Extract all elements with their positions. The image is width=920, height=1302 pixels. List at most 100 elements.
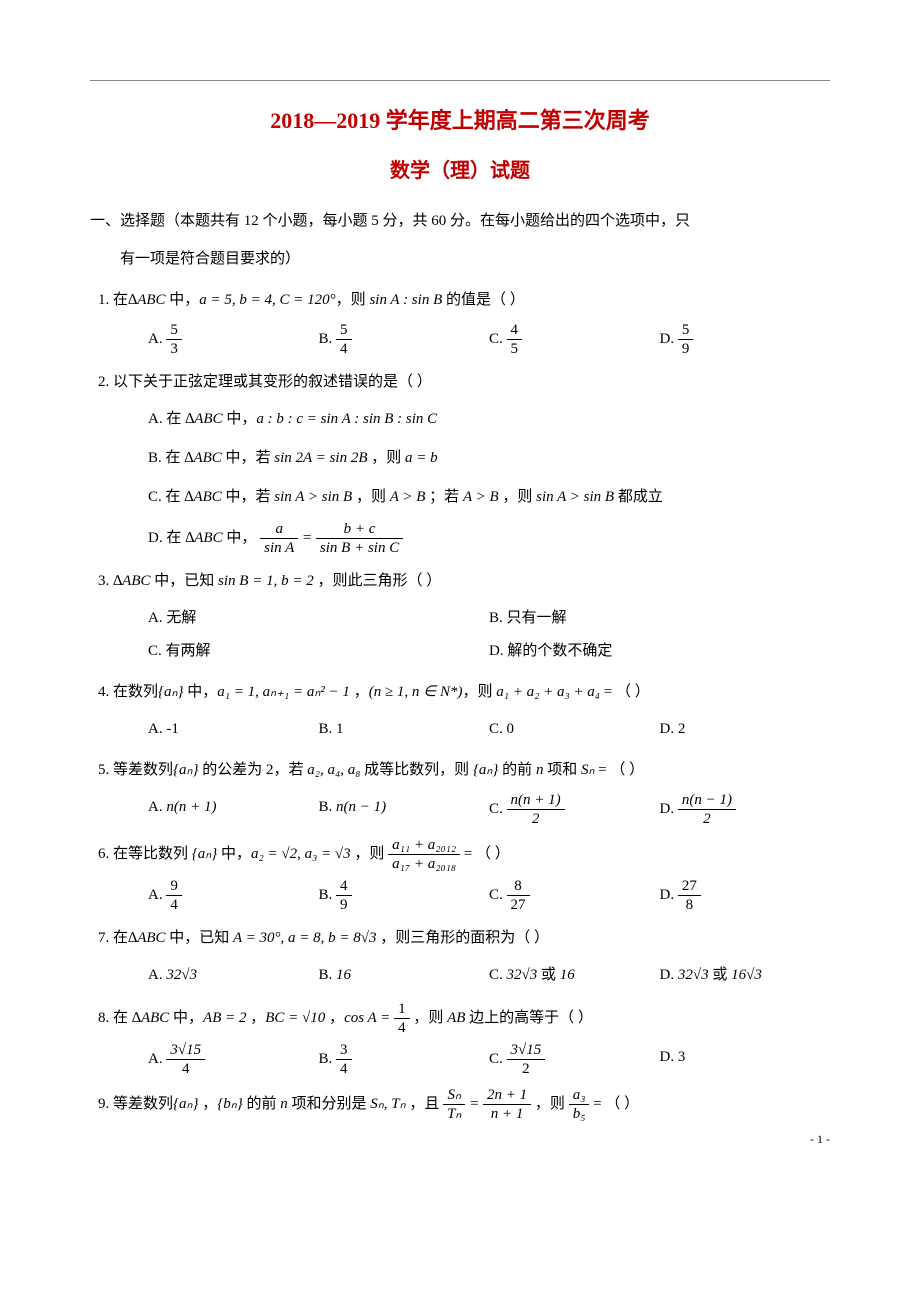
q5-a-expr: n(n + 1) (166, 799, 216, 815)
q5-choice-a: A. n(n + 1) (148, 791, 319, 828)
q3-choices-row2: C. 有两解 D. 解的个数不确定 (148, 635, 830, 668)
q2-c-mid2: ，则 (352, 489, 390, 505)
question-8: 8. 在 ∆ABC 中，AB = 2 ，BC = √10 ，cos A = 14… (90, 1000, 830, 1078)
q4-choices: A. -1 B. 1 C. 0 D. 2 (148, 713, 830, 746)
q5-c-num: n(n + 1) (507, 791, 565, 810)
q6-d-den: 8 (678, 896, 701, 914)
q8-cospre: cos A = (344, 1010, 394, 1026)
q5-set: {aₙ} (173, 762, 198, 778)
q7-choice-d: D. 32√3 或 16√3 (660, 959, 831, 992)
q2-c-mid4: ，则 (499, 489, 537, 505)
q8-ab2: AB (447, 1010, 465, 1026)
q9-n: n (280, 1096, 288, 1112)
q7-eq: A = 30°, a = 8, b = 8√3 (233, 930, 377, 946)
q2-b-eq1: sin 2A = sin 2B (274, 450, 367, 466)
q8-pre: 8. 在 (98, 1010, 132, 1026)
q5-choices: A. n(n + 1) B. n(n − 1) C. n(n + 1)2 D. … (148, 791, 830, 828)
q7-d-expr1: 32√3 (678, 967, 709, 983)
q1-stem: 1. 在∆ABC 中，a = 5, b = 4, C = 120°，则 sin … (98, 284, 830, 317)
q5-mid2: 成等比数列，则 (360, 762, 473, 778)
q2-d-mid: 中， (223, 530, 257, 546)
page-number: - 1 - (810, 1129, 830, 1151)
q6-stem: 6. 在等比数列 {aₙ} 中，a₂ = √2, a₃ = √3 ，则 a₁₁ … (98, 836, 830, 873)
q4-mid2: ， (350, 684, 369, 700)
sub-title: 数学（理）试题 (90, 153, 830, 189)
q2-d-lden: sin A (260, 539, 298, 557)
q5-c-den: 2 (507, 810, 565, 828)
q9-an: {aₙ} (173, 1096, 198, 1112)
q6-a-label: A. (148, 887, 163, 903)
q5-b-label: B. (319, 799, 333, 815)
q5-choice-b: B. n(n − 1) (319, 791, 490, 828)
q7-b-expr: 16 (336, 967, 351, 983)
q7-stem: 7. 在∆ABC 中，已知 A = 30°, a = 8, b = 8√3 ，则… (98, 922, 830, 955)
main-title: 2018—2019 学年度上期高二第三次周考 (90, 101, 830, 141)
q9-f2num: 2n + 1 (483, 1086, 531, 1105)
q8-a-den: 4 (166, 1060, 205, 1078)
q9-st: Sₙ, Tₙ (370, 1096, 405, 1112)
q9-f1den: Tₙ (443, 1105, 465, 1123)
q5-post: = （ ） (594, 762, 644, 778)
q5-pre: 5. 等差数列 (98, 762, 173, 778)
q5-b-expr: n(n − 1) (336, 799, 386, 815)
q5-sn: Sₙ (581, 762, 594, 778)
q1-a-label: A. (148, 331, 163, 347)
q9-bn: {bₙ} (217, 1096, 242, 1112)
q7-choice-c: C. 32√3 或 16 (489, 959, 660, 992)
q2-a-pre: A. 在 (148, 411, 185, 427)
q2-b-mid2: ，则 (367, 450, 405, 466)
section-header: 一、选择题（本题共有 12 个小题，每小题 5 分，共 60 分。在每小题给出的… (90, 207, 830, 236)
q5-stem: 5. 等差数列{aₙ} 的公差为 2，若 a₂, a₄, a₈ 成等比数列，则 … (98, 754, 830, 787)
q6-fden: a₁₇ + a₂₀₁₈ (388, 855, 460, 873)
q2-c-mid: 中，若 (222, 489, 275, 505)
q1-choice-c: C. 45 (489, 321, 660, 358)
q6-a-den: 4 (166, 896, 182, 914)
question-2: 2. 以下关于正弦定理或其变形的叙述错误的是（ ） A. 在 ∆ABC 中，a … (90, 366, 830, 557)
q7-c-expr2: 16 (560, 967, 575, 983)
q6-mid2: ，则 (351, 846, 389, 862)
q6-mid1: 中， (217, 846, 251, 862)
q3-post: ，则此三角形（ ） (314, 573, 442, 589)
q2-c-eq4: sin A > sin B (536, 489, 614, 505)
q2-choices: A. 在 ∆ABC 中，a : b : c = sin A : sin B : … (90, 403, 830, 557)
q1-mid2: ，则 (336, 292, 370, 308)
q7-choices: A. 32√3 B. 16 C. 32√3 或 16 D. 32√3 或 16√… (148, 959, 830, 992)
question-5: 5. 等差数列{aₙ} 的公差为 2，若 a₂, a₄, a₈ 成等比数列，则 … (90, 754, 830, 828)
q4-stem: 4. 在数列{aₙ} 中，a₁ = 1, aₙ₊₁ = aₙ² − 1 ，(n … (98, 676, 830, 709)
q1-pre: 1. 在 (98, 292, 128, 308)
q2-choice-a: A. 在 ∆ABC 中，a : b : c = sin A : sin B : … (148, 403, 830, 436)
section-header-cont: 有一项是符合题目要求的） (90, 245, 830, 274)
q1-d-den: 9 (678, 340, 694, 358)
q3-pre: 3. (98, 573, 113, 589)
q9-f3num: a₃ (569, 1086, 590, 1105)
q3-abc: ∆ABC (113, 573, 151, 589)
q9-post: = （ ） (593, 1096, 639, 1112)
q2-d-lnum: a (260, 520, 298, 539)
q5-mid3: 的前 (498, 762, 536, 778)
q7-d-expr2: 16√3 (731, 967, 762, 983)
q9-eq: = (469, 1096, 483, 1112)
q6-c-label: C. (489, 887, 503, 903)
q9-mid4: ，则 (535, 1096, 569, 1112)
q8-bc: BC = √10 (265, 1010, 325, 1026)
q2-c-eq1: sin A > sin B (274, 489, 352, 505)
q7-c-expr1: 32√3 (507, 967, 538, 983)
q4-choice-b: B. 1 (319, 713, 490, 746)
q6-c-num: 8 (507, 877, 530, 896)
q2-c-mid3: ；若 (425, 489, 463, 505)
q8-c-num: 3√15 (507, 1041, 546, 1060)
q1-b-den: 4 (336, 340, 352, 358)
q8-choices: A. 3√154 B. 34 C. 3√152 D. 3 (148, 1041, 830, 1078)
q3-choice-d: D. 解的个数不确定 (489, 635, 830, 668)
q1-d-num: 5 (678, 321, 694, 340)
q6-d-num: 27 (678, 877, 701, 896)
q5-set2: {aₙ} (473, 762, 498, 778)
q7-pre: 7. 在 (98, 930, 128, 946)
q1-choices: A. 53 B. 54 C. 45 D. 59 (148, 321, 830, 358)
q5-choice-d: D. n(n − 1)2 (660, 791, 831, 828)
q1-choice-a: A. 53 (148, 321, 319, 358)
q9-mid3: ，且 (406, 1096, 444, 1112)
q6-d-label: D. (660, 887, 675, 903)
q7-abc: ∆ABC (128, 930, 166, 946)
q2-c-eq2: A > B (390, 489, 426, 505)
